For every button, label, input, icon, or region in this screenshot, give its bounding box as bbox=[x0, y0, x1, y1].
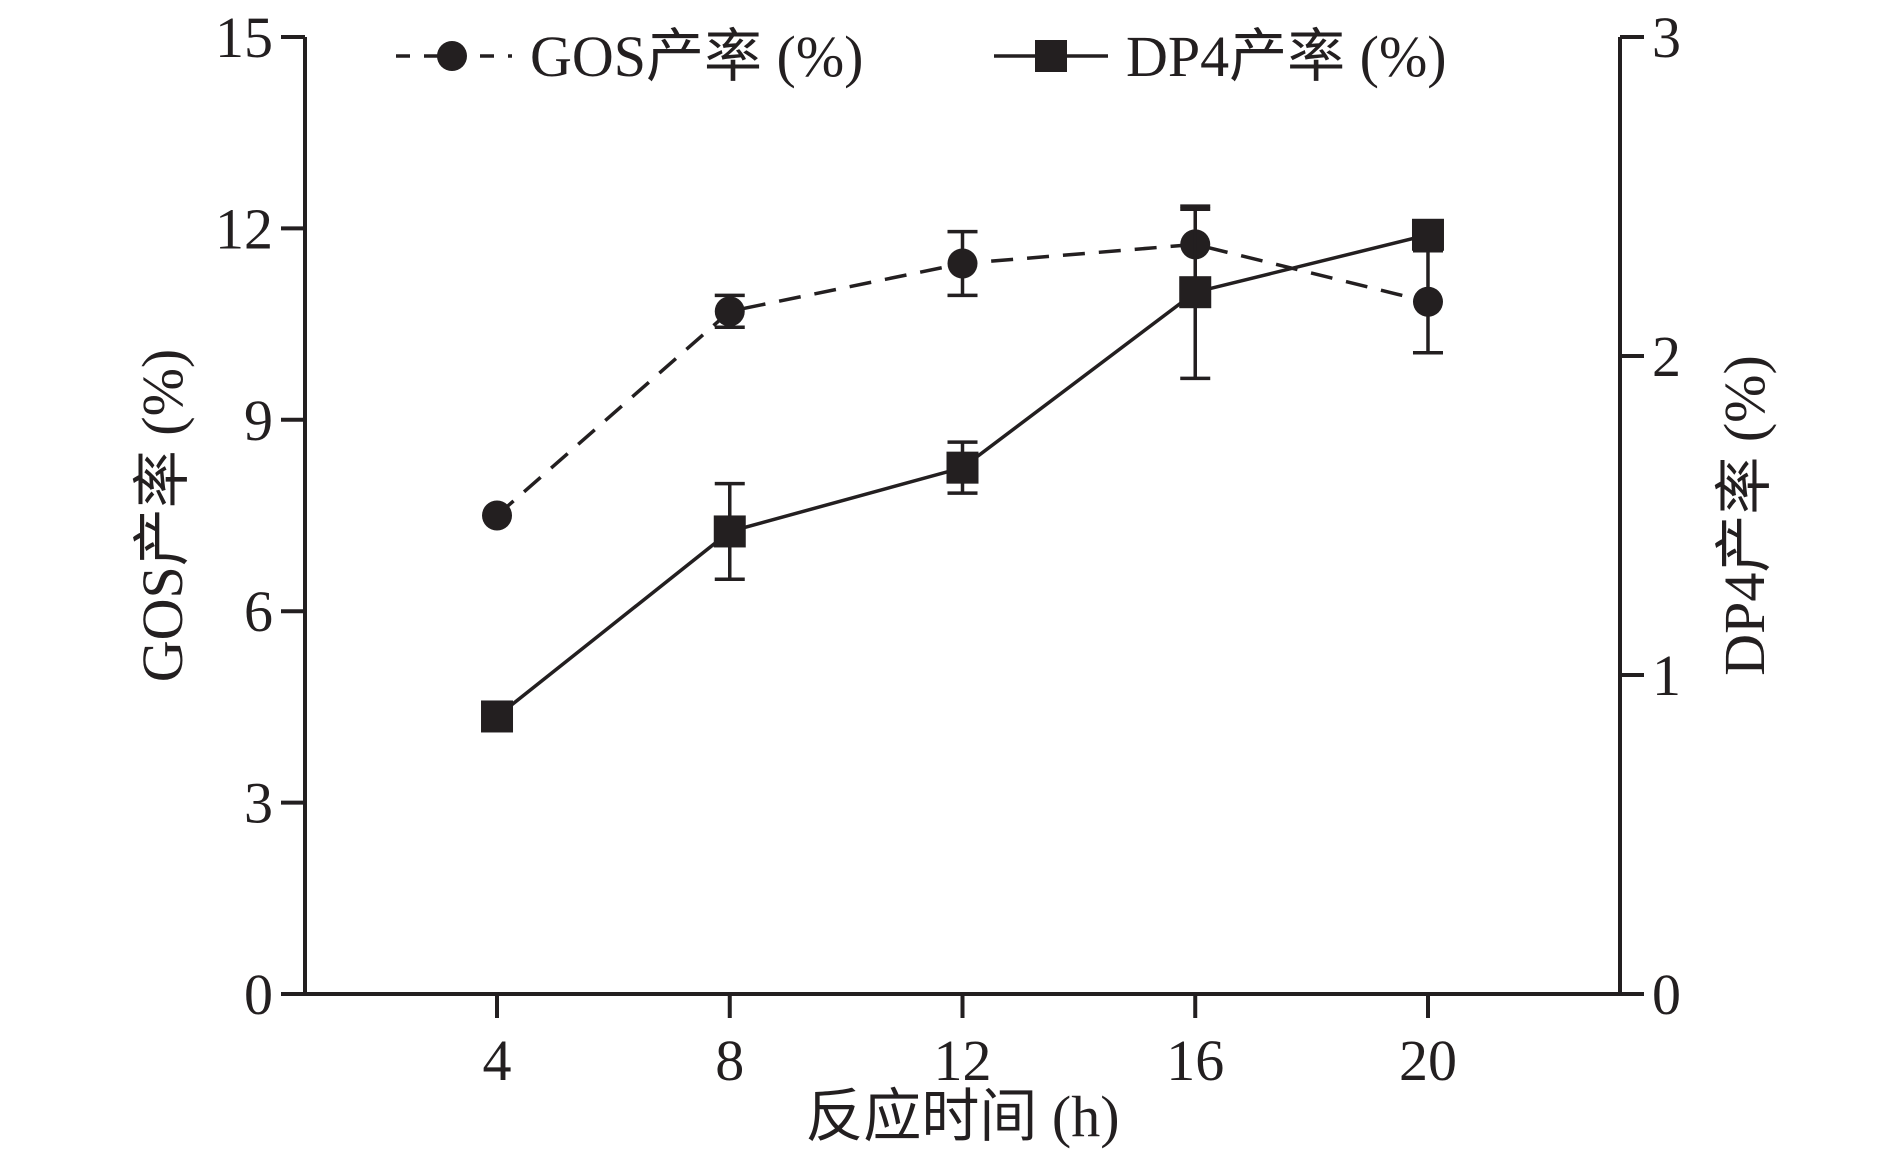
x-tick-label: 12 bbox=[934, 1028, 992, 1093]
data-point-square bbox=[713, 515, 746, 548]
x-axis-title: 反应时间 (h) bbox=[805, 1084, 1119, 1149]
legend-marker-square bbox=[1035, 40, 1067, 72]
data-point-circle bbox=[714, 296, 745, 327]
data-point-square bbox=[1411, 218, 1444, 251]
data-point-square bbox=[946, 451, 979, 484]
data-point-square bbox=[1179, 276, 1212, 309]
legend-label-1: GOS产率 (%) bbox=[530, 24, 863, 89]
legend-label-2: DP4产率 (%) bbox=[1126, 24, 1447, 89]
x-tick-label: 20 bbox=[1399, 1028, 1457, 1093]
right-y-tick-label: 1 bbox=[1652, 643, 1681, 708]
left-y-tick-label: 9 bbox=[244, 388, 273, 453]
data-point-circle bbox=[1412, 286, 1443, 317]
left-y-tick-label: 12 bbox=[215, 196, 273, 261]
right-y-axis-title: DP4产率 (%) bbox=[1712, 355, 1777, 676]
right-y-tick-label: 3 bbox=[1652, 5, 1681, 70]
left-y-tick-label: 0 bbox=[244, 962, 273, 1027]
data-point-circle bbox=[482, 500, 513, 531]
right-y-tick-label: 2 bbox=[1652, 324, 1681, 389]
right-y-tick-label: 0 bbox=[1652, 962, 1681, 1027]
x-tick-label: 16 bbox=[1166, 1028, 1224, 1093]
left-y-axis-title: GOS产率 (%) bbox=[130, 349, 195, 682]
left-y-tick-label: 6 bbox=[244, 579, 273, 644]
x-tick-label: 4 bbox=[483, 1028, 512, 1093]
x-tick-label: 8 bbox=[715, 1028, 744, 1093]
legend-marker-circle bbox=[437, 41, 467, 71]
left-y-tick-label: 3 bbox=[244, 771, 273, 836]
data-point-square bbox=[481, 700, 514, 733]
data-point-circle bbox=[947, 248, 978, 279]
left-y-tick-label: 15 bbox=[215, 5, 273, 70]
